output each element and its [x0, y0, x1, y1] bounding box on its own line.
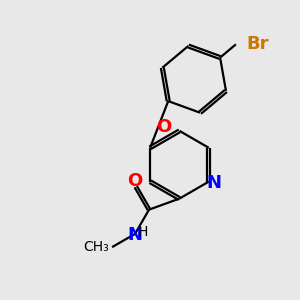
Text: Br: Br	[246, 35, 269, 53]
Text: CH₃: CH₃	[83, 240, 109, 254]
Text: N: N	[207, 174, 222, 192]
Text: H: H	[138, 225, 148, 239]
Text: N: N	[128, 226, 142, 244]
Text: O: O	[156, 118, 171, 136]
Text: O: O	[127, 172, 142, 190]
